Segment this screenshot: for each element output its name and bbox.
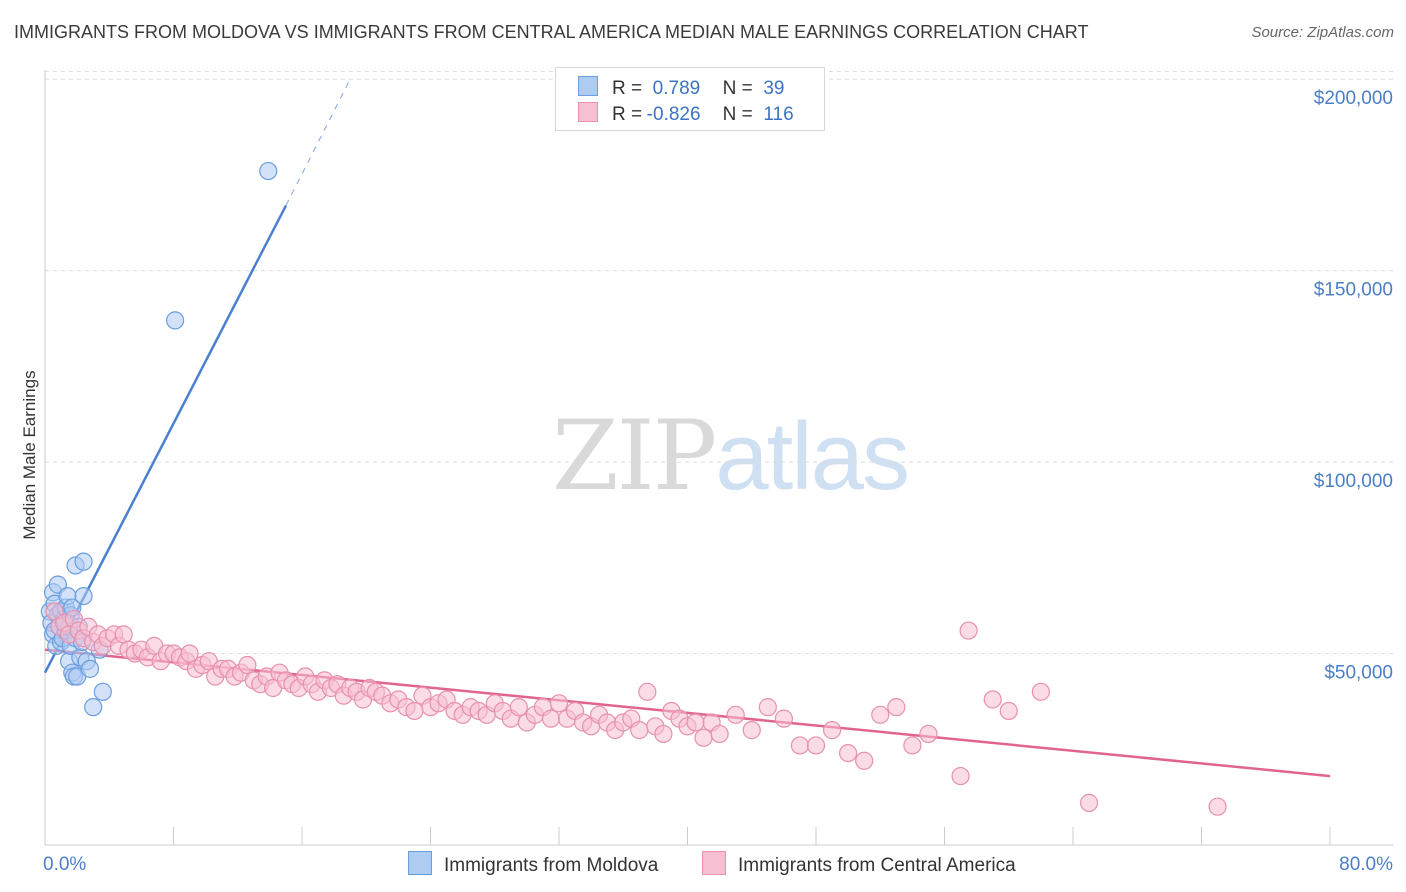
chart-title: IMMIGRANTS FROM MOLDOVA VS IMMIGRANTS FR… (14, 22, 1089, 42)
central-america-point (638, 682, 657, 701)
correlation-legend: R = 0.789 N = 39 R = -0.826 N = 116 (555, 67, 825, 131)
legend-n-label: N = (722, 78, 753, 99)
central-america-point (726, 705, 745, 724)
legend-r-value-central-america: -0.826 (646, 104, 701, 125)
legend-r-label: R = (612, 78, 643, 99)
central-america-point (806, 736, 826, 755)
moldova-point (93, 682, 112, 701)
y-axis-title: Median Male Earnings (20, 370, 39, 539)
legend-swatch-moldova (578, 76, 598, 96)
central-america-point (694, 728, 713, 747)
central-america-point (903, 736, 922, 755)
moldova-point (84, 698, 103, 717)
central-america-point (919, 724, 938, 744)
central-america-point (405, 701, 424, 721)
central-america-point (951, 766, 970, 786)
central-america-point (774, 709, 793, 728)
legend-r-value-moldova: 0.789 (652, 78, 701, 99)
bottom-legend-moldova: Immigrants from Moldova (408, 851, 658, 877)
bottom-legend-label-central-america: Immigrants from Central America (738, 855, 1016, 876)
central-america-point (959, 621, 978, 640)
moldova-point (74, 552, 93, 571)
central-america-point (839, 743, 858, 763)
central-america-point (710, 724, 729, 744)
central-america-point (983, 690, 1002, 709)
central-america-point (541, 709, 561, 728)
watermark: ZIPatlas (552, 400, 910, 512)
central-america-point (999, 701, 1018, 721)
tick-labels: $50,000 $100,000 $150,000 $200,000 0.0% 80.0% (43, 88, 1393, 875)
legend-swatch-central-america (578, 102, 598, 122)
central-america-trend-line (44, 648, 1331, 778)
x-tick-label: 80.0% (1339, 854, 1393, 875)
legend-row-central-america: R = -0.826 N = 116 (578, 102, 794, 126)
legend-n-value-moldova: 39 (763, 78, 785, 99)
bottom-legend-label-moldova: Immigrants from Moldova (444, 855, 659, 876)
y-tick-label: $150,000 (1314, 280, 1393, 301)
axes (44, 70, 1393, 846)
bottom-legend-swatch-central-america (702, 851, 726, 875)
bottom-legend-swatch-moldova (408, 851, 432, 875)
watermark-zip: ZIP (552, 400, 717, 512)
central-america-point (758, 698, 777, 717)
data-points (40, 161, 1227, 816)
central-america-point (822, 721, 842, 740)
central-america-point (549, 694, 569, 713)
central-america-point (180, 644, 199, 663)
bottom-legend-central-america: Immigrants from Central America (702, 851, 1016, 877)
central-america-point (1031, 682, 1050, 701)
moldova-point (74, 586, 93, 606)
x-tick-label: 0.0% (43, 854, 86, 875)
grid-lines (45, 70, 1393, 655)
legend-n-value-central-america: 116 (763, 104, 794, 125)
y-tick-label: $200,000 (1314, 88, 1393, 109)
watermark-atlas: atlas (715, 403, 910, 510)
central-america-point (871, 705, 890, 724)
legend-row-moldova: R = 0.789 N = 39 (578, 76, 784, 100)
y-tick-label: $100,000 (1314, 471, 1393, 492)
moldova-trend-extension (285, 78, 351, 206)
central-america-point (887, 698, 906, 717)
central-america-point (742, 721, 761, 740)
moldova-point (80, 659, 100, 678)
legend-r-label: R = (612, 104, 643, 125)
central-america-point (1079, 793, 1099, 812)
moldova-point (166, 311, 185, 330)
source-label: Source: ZipAtlas.com (1251, 24, 1394, 41)
central-america-point (114, 625, 133, 644)
legend-n-label: N = (722, 104, 753, 125)
central-america-point (686, 713, 705, 732)
central-america-point (654, 724, 673, 744)
central-america-point (509, 698, 528, 717)
y-tick-label: $50,000 (1324, 663, 1393, 684)
central-america-point (790, 736, 810, 755)
central-america-point (855, 751, 874, 770)
central-america-point (238, 655, 257, 675)
central-america-point (1208, 797, 1227, 816)
central-america-point (630, 721, 649, 740)
moldova-point (259, 161, 278, 181)
